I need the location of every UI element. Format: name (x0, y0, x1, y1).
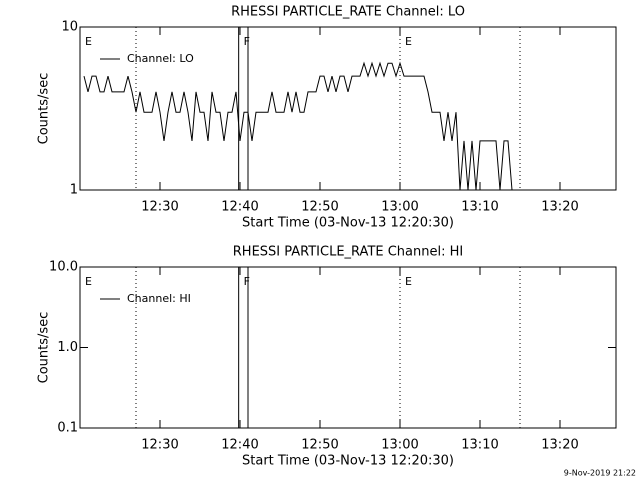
flag-label: E (85, 35, 92, 48)
x-tick-label: 12:30 (141, 200, 178, 215)
x-tick-label: 13:00 (381, 438, 418, 453)
x-tick-label: 13:10 (461, 200, 498, 215)
flag-label: E (405, 275, 412, 288)
x-tick-label: 12:40 (221, 200, 258, 215)
chart-title: RHESSI PARTICLE_RATE Channel: HI (233, 245, 463, 260)
x-axis-label: Start Time (03-Nov-13 12:20:30) (242, 216, 454, 231)
y-tick-label: 10 (61, 20, 78, 35)
x-tick-label: 12:50 (301, 200, 338, 215)
x-tick-label: 13:00 (381, 200, 418, 215)
x-tick-label: 12:50 (301, 438, 338, 453)
chart-title: RHESSI PARTICLE_RATE Channel: LO (231, 5, 465, 20)
plot-frame (79, 26, 617, 191)
x-tick-label: 13:10 (461, 438, 498, 453)
legend-label: Channel: HI (127, 292, 191, 305)
x-tick-label: 12:40 (221, 438, 258, 453)
y-tick-label: 1 (70, 183, 78, 198)
y-axis-label: Counts/sec (37, 73, 52, 145)
x-tick-label: 13:20 (541, 200, 578, 215)
flag-label: E (85, 275, 92, 288)
series-line (83, 61, 513, 191)
legend-label: Channel: LO (127, 52, 194, 65)
y-tick-label: 1.0 (57, 340, 78, 355)
y-tick-label: 0.1 (57, 421, 78, 436)
flag-label: F (244, 35, 250, 48)
flag-label: F (244, 275, 250, 288)
flag-label: E (405, 35, 412, 48)
footer-timestamp: 9-Nov-2019 21:22 (564, 469, 636, 478)
y-tick-label: 10.0 (49, 260, 78, 275)
x-tick-label: 12:30 (141, 438, 178, 453)
x-axis-label: Start Time (03-Nov-13 12:20:30) (242, 454, 454, 469)
y-axis-label: Counts/sec (37, 312, 52, 384)
x-tick-label: 13:20 (541, 438, 578, 453)
